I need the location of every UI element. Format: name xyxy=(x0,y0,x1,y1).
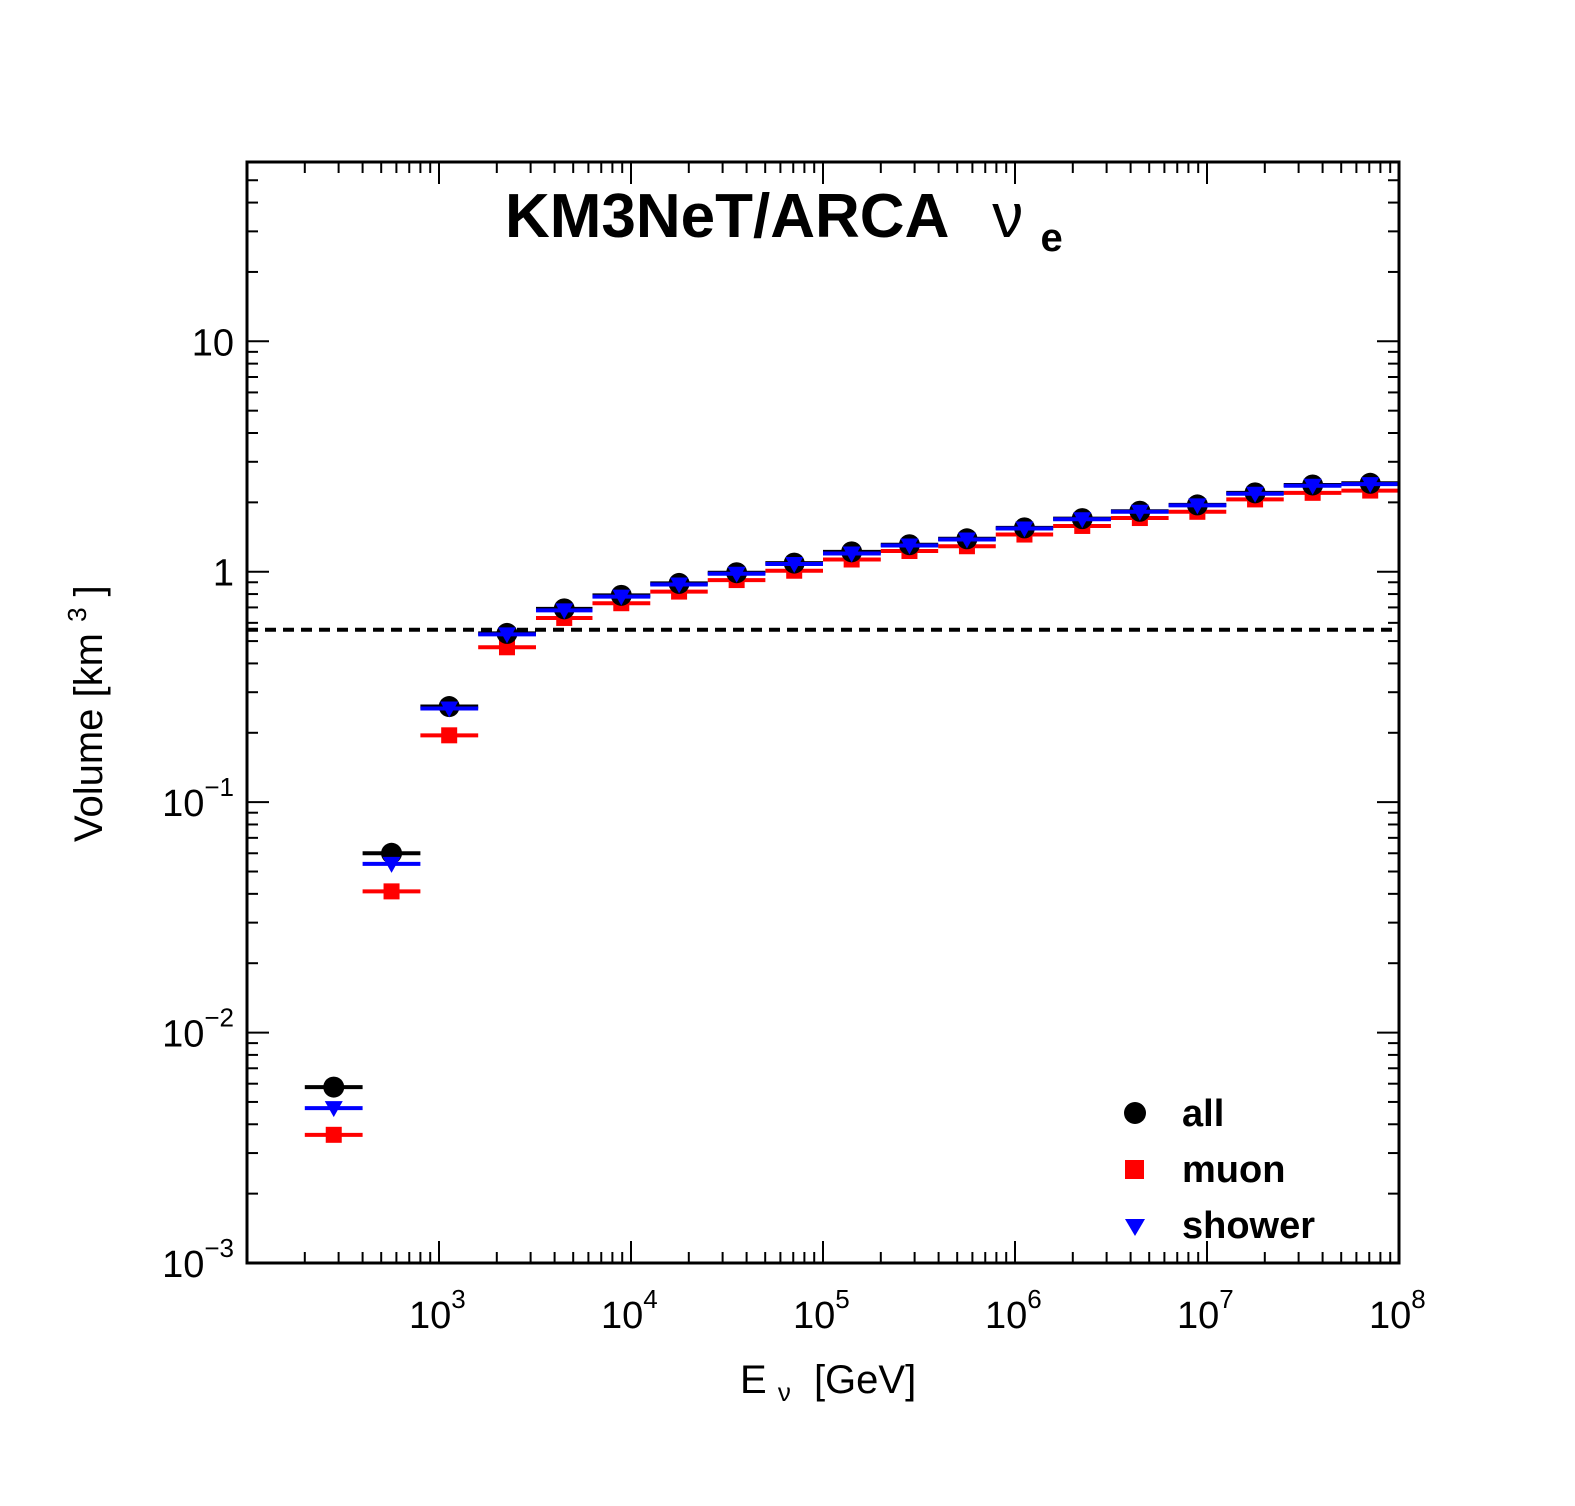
data-point-shower xyxy=(382,856,401,873)
series-layer xyxy=(304,472,1399,1143)
y-tick-label-base: 10 xyxy=(162,783,204,825)
x-tick-labels: 103 104 105 106 107 108 xyxy=(409,1284,1426,1337)
y-tick-label-exponent: −1 xyxy=(204,772,234,802)
x-axis-title-subscript: ν xyxy=(778,1377,791,1407)
data-point-muon xyxy=(441,727,458,744)
x-axis-title-unit: [GeV] xyxy=(814,1358,916,1402)
data-point-shower xyxy=(1073,512,1092,529)
y-axis-title: Volume [km 3 ] xyxy=(51,585,111,842)
series-shower xyxy=(304,477,1399,1118)
y-tick-label: 10−2 xyxy=(162,1003,234,1056)
data-point-shower xyxy=(785,557,804,574)
x-tick-label-base: 10 xyxy=(1177,1295,1219,1337)
y-tick-label-base: 10 xyxy=(162,1244,204,1286)
x-tick-label-exponent: 7 xyxy=(1219,1284,1233,1314)
data-point-muon xyxy=(498,639,515,656)
legend-marker-shower xyxy=(1125,1219,1145,1236)
x-tick-label: 106 xyxy=(985,1284,1042,1337)
y-axis-title-close: ] xyxy=(67,585,111,596)
data-point-shower xyxy=(555,603,574,620)
x-tick-label: 104 xyxy=(601,1284,658,1337)
data-point-shower xyxy=(612,589,631,606)
y-tick-label-exponent: −3 xyxy=(204,1233,234,1263)
data-point-muon xyxy=(383,883,400,900)
data-point-shower xyxy=(1188,498,1207,515)
y-axis-title-text: Volume [km xyxy=(67,633,111,842)
data-point-shower xyxy=(842,546,861,563)
data-point-shower xyxy=(324,1101,343,1118)
y-tick-label-base: 1 xyxy=(213,553,234,595)
data-point-shower xyxy=(900,538,919,555)
x-tick-label: 105 xyxy=(793,1284,850,1337)
x-tick-label-exponent: 3 xyxy=(451,1284,465,1314)
x-tick-label: 107 xyxy=(1177,1284,1234,1337)
x-tick-label-exponent: 6 xyxy=(1027,1284,1041,1314)
legend: all muon shower xyxy=(1124,1093,1315,1247)
y-tick-label-base: 10 xyxy=(192,322,234,364)
legend-marker-all xyxy=(1124,1102,1146,1124)
data-point-shower xyxy=(440,701,459,718)
chart-title-symbol: ν xyxy=(992,182,1023,251)
data-point-shower xyxy=(1246,486,1265,503)
y-tick-label-exponent: −2 xyxy=(204,1003,234,1033)
legend-marker-muon xyxy=(1125,1160,1144,1179)
y-tick-label: 10 xyxy=(192,322,234,364)
x-axis-title: E ν [GeV] xyxy=(740,1358,916,1410)
x-tick-label-base: 10 xyxy=(1369,1295,1411,1337)
x-tick-label-base: 10 xyxy=(985,1295,1027,1337)
data-point-shower xyxy=(957,532,976,549)
x-axis-title-text: E xyxy=(740,1358,767,1402)
x-tick-label-exponent: 5 xyxy=(835,1284,849,1314)
data-point-shower xyxy=(1361,477,1380,494)
x-tick-label: 108 xyxy=(1369,1284,1426,1337)
y-tick-label-base: 10 xyxy=(162,1014,204,1056)
data-point-muon xyxy=(325,1126,342,1143)
data-point-shower xyxy=(1303,478,1322,495)
data-point-shower xyxy=(727,566,746,583)
minor-ticks xyxy=(247,161,1399,1263)
x-tick-label-base: 10 xyxy=(793,1295,835,1337)
x-tick-label-exponent: 8 xyxy=(1411,1284,1425,1314)
chart-title: KM3NeT/ARCA ν e xyxy=(505,182,1063,260)
chart-title-subscript: e xyxy=(1041,216,1063,260)
legend-label-all: all xyxy=(1182,1093,1224,1135)
legend-label-muon: muon xyxy=(1182,1149,1285,1191)
plot-frame xyxy=(245,160,1401,1265)
x-tick-label: 103 xyxy=(409,1284,466,1337)
data-point-all xyxy=(323,1076,345,1098)
data-point-shower xyxy=(670,577,689,594)
y-tick-label: 10−3 xyxy=(162,1233,234,1286)
data-point-shower xyxy=(497,627,516,644)
y-tick-label: 10−1 xyxy=(162,772,234,825)
x-tick-label-exponent: 4 xyxy=(643,1284,657,1314)
data-point-shower xyxy=(1015,521,1034,538)
legend-label-shower: shower xyxy=(1182,1205,1315,1247)
data-point-shower xyxy=(1130,504,1149,521)
x-tick-label-base: 10 xyxy=(409,1295,451,1337)
chart-title-text: KM3NeT/ARCA xyxy=(505,182,949,251)
x-tick-label-base: 10 xyxy=(601,1295,643,1337)
y-tick-label: 1 xyxy=(213,553,234,595)
y-axis-title-superscript: 3 xyxy=(62,607,92,621)
